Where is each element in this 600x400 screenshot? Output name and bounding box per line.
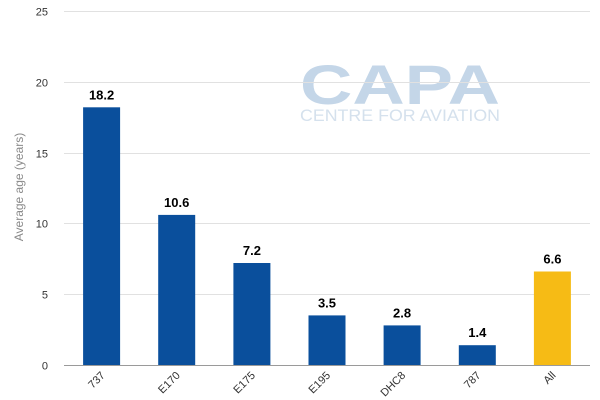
data-labels: 18.2 10.6 7.2 3.5 2.8 1.4 6.6 [89, 87, 561, 340]
x-tick-label-e175: E175 [231, 370, 258, 397]
bar-dhc8 [383, 325, 421, 365]
data-label-e170: 10.6 [164, 195, 189, 210]
x-tick-label-e170: E170 [156, 370, 183, 397]
y-tick-label: 10 [36, 219, 48, 231]
bar-737 [83, 107, 121, 366]
watermark-logo-text: CAPA [300, 53, 500, 116]
bar-787 [458, 345, 496, 365]
gridlines [64, 11, 590, 295]
bar-all [533, 271, 571, 365]
y-axis-ticks: 0 5 10 15 20 25 [36, 7, 48, 373]
y-tick-label: 20 [36, 78, 48, 90]
bar-e195 [308, 315, 346, 365]
y-axis-label: Average age (years) [12, 133, 26, 242]
x-tick-label-e195: E195 [306, 370, 333, 397]
y-tick-label: 25 [36, 7, 48, 19]
watermark-tagline: CENTRE FOR AVIATION [300, 106, 500, 125]
data-label-all: 6.6 [543, 252, 561, 267]
data-label-e195: 3.5 [318, 295, 336, 310]
data-label-dhc8: 2.8 [393, 305, 411, 320]
capa-watermark-logo: CAPA CENTRE FOR AVIATION [300, 53, 500, 125]
data-label-e175: 7.2 [243, 243, 261, 258]
bar-e170 [158, 214, 196, 365]
x-tick-label-all: All [541, 370, 558, 387]
y-tick-label: 15 [36, 149, 48, 161]
x-tick-label-737: 737 [86, 370, 107, 391]
x-tick-label-787: 787 [462, 370, 483, 391]
y-tick-label: 5 [42, 290, 48, 302]
x-axis-ticks: 737 E170 E175 E195 DHC8 787 All [86, 370, 558, 400]
bars [83, 107, 571, 366]
x-tick-label-dhc8: DHC8 [379, 370, 409, 400]
y-tick-label: 0 [42, 361, 48, 373]
data-label-787: 1.4 [468, 325, 487, 340]
data-label-737: 18.2 [89, 87, 114, 102]
bar-e175 [233, 263, 271, 365]
